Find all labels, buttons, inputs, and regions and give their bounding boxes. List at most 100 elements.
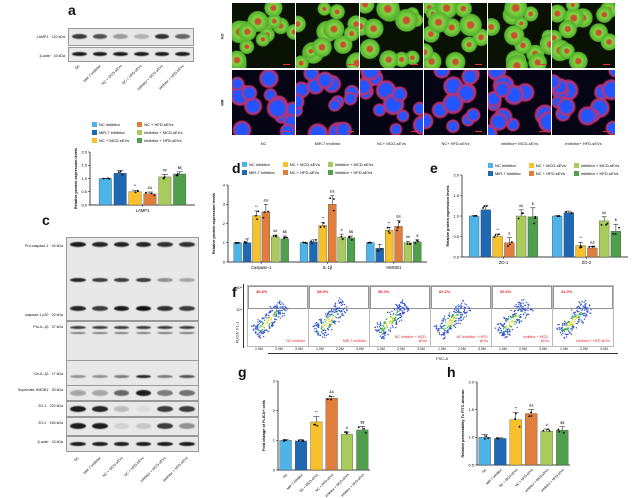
data-point xyxy=(363,427,365,430)
event-dot xyxy=(572,318,574,320)
legend-label: MiR-7 inhibitor xyxy=(99,130,125,135)
event-dot xyxy=(515,312,517,315)
scale-bar xyxy=(283,64,290,65)
data-point xyxy=(357,426,360,429)
bar xyxy=(341,434,353,471)
event-dot xyxy=(329,315,332,317)
event-dot xyxy=(261,317,263,319)
event-dot xyxy=(255,325,257,327)
event-dot xyxy=(578,315,580,318)
event-dot xyxy=(321,329,323,331)
event-dot xyxy=(402,311,404,313)
event-dot xyxy=(440,327,442,330)
legend-item: NC + MCD-sEVs xyxy=(282,162,320,167)
blot-label-c: Pro-IL-1β · 37 kDa xyxy=(33,325,63,329)
event-dot xyxy=(327,328,329,331)
event-dot xyxy=(556,328,559,330)
legend-label: inhibitor + HFD-sEVs xyxy=(580,171,619,176)
event-dot xyxy=(344,311,346,314)
event-dot xyxy=(453,325,455,327)
y-tick-label: 1 xyxy=(273,438,276,443)
event-dot xyxy=(396,307,399,309)
data-point xyxy=(348,236,351,239)
flow-scatter xyxy=(431,286,491,340)
event-dot xyxy=(275,318,277,321)
panel-label-d: d xyxy=(232,160,241,176)
event-dot xyxy=(457,312,460,314)
event-dot xyxy=(509,329,511,331)
event-dot xyxy=(584,306,587,308)
event-dot xyxy=(448,321,450,323)
event-dot xyxy=(337,300,340,302)
event-dot xyxy=(334,316,336,318)
blot-band xyxy=(91,326,108,329)
lane-label: NC xyxy=(73,456,80,463)
data-point xyxy=(485,435,488,438)
event-dot xyxy=(569,321,571,324)
y-axis-label: Relative protein expression levels xyxy=(212,193,216,254)
event-dot xyxy=(449,324,452,327)
event-dot xyxy=(584,300,587,302)
event-dot xyxy=(265,322,268,324)
gate xyxy=(370,286,430,309)
event-dot xyxy=(589,312,591,314)
blot-label-c: Cle-IL-1β · 17 kDa xyxy=(33,372,63,376)
event-dot xyxy=(318,319,320,321)
event-dot xyxy=(398,320,401,322)
event-dot xyxy=(324,320,326,323)
event-dot xyxy=(450,316,453,319)
data-point xyxy=(473,215,476,217)
event-dot xyxy=(268,323,271,325)
event-dot xyxy=(283,312,285,315)
event-dot xyxy=(345,309,348,311)
event-dot xyxy=(468,309,470,312)
event-dot xyxy=(572,316,575,318)
panel-label-e: e xyxy=(430,160,438,176)
event-dot xyxy=(576,309,578,312)
event-dot xyxy=(395,320,398,322)
ao-stain-image xyxy=(488,3,551,68)
blot-band xyxy=(113,406,130,412)
event-dot xyxy=(398,310,400,313)
event-dot xyxy=(570,333,573,335)
event-dot xyxy=(585,308,587,311)
event-dot xyxy=(506,325,508,327)
legend-item: NC inhibitor xyxy=(242,162,275,167)
data-point xyxy=(314,423,317,426)
event-dot xyxy=(448,312,451,314)
event-dot xyxy=(390,327,392,329)
event-dot xyxy=(459,317,462,319)
sample-label: MiR-7 inhibitor xyxy=(342,339,366,343)
legend-label: NC + HFD-sEVs xyxy=(144,122,174,127)
event-dot xyxy=(515,315,517,317)
event-dot xyxy=(462,299,464,302)
event-dot xyxy=(522,306,524,308)
event-dot xyxy=(331,311,333,313)
event-dot xyxy=(569,324,571,326)
event-dot xyxy=(582,313,584,315)
event-dot xyxy=(395,323,398,325)
data-point xyxy=(510,241,513,243)
blot-band xyxy=(70,390,86,396)
scale-bar xyxy=(411,131,418,132)
blot-label-c: Supernate-HMGB1 · 30 kDa xyxy=(17,388,63,392)
blot-band xyxy=(113,332,130,334)
y-tick-label: 0.0 xyxy=(453,254,459,259)
event-dot xyxy=(389,321,391,324)
legend-swatch xyxy=(92,138,97,143)
event-dot xyxy=(512,316,514,319)
event-dot xyxy=(274,311,276,314)
data-point xyxy=(509,243,511,246)
event-dot xyxy=(503,332,506,334)
flow-plot: 36.6% inhibitor + MCD-sEVs xyxy=(491,285,553,347)
event-dot xyxy=(453,317,456,320)
event-dot xyxy=(381,327,384,329)
event-dot xyxy=(400,315,403,318)
bar xyxy=(173,173,187,206)
blot-band xyxy=(154,52,170,56)
event-dot xyxy=(281,306,284,308)
event-dot xyxy=(507,327,509,330)
event-dot xyxy=(328,318,330,321)
event-dot xyxy=(270,309,272,312)
event-dot xyxy=(327,333,329,335)
